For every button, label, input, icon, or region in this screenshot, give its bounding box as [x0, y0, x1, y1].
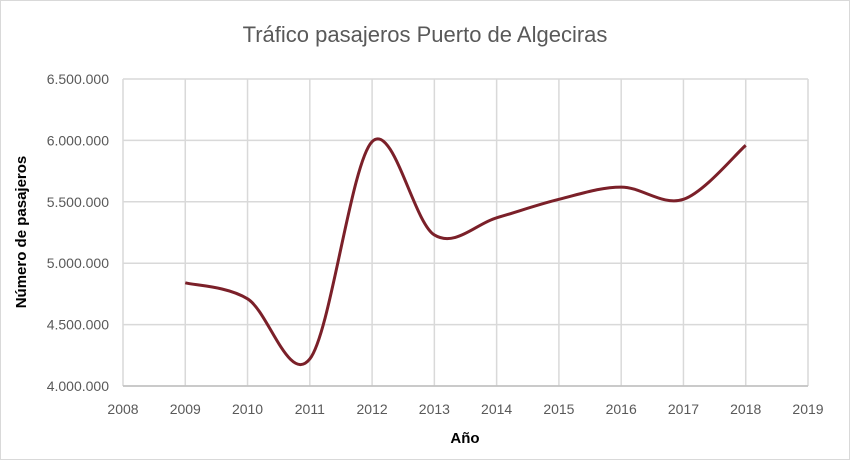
series-line — [184, 137, 747, 366]
x-tick-label: 2008 — [107, 401, 138, 417]
x-tick-label: 2015 — [543, 401, 574, 417]
x-axis-label: Año — [450, 430, 479, 447]
y-axis-label: Número de pasajeros — [13, 156, 30, 309]
x-tick-label: 2019 — [792, 401, 823, 417]
x-tick-label: 2014 — [481, 401, 512, 417]
y-tick-label: 5.000.000 — [47, 255, 109, 271]
x-tick-label: 2012 — [357, 401, 388, 417]
y-tick-label: 6.000.000 — [47, 132, 109, 148]
x-tick-label: 2010 — [232, 401, 263, 417]
x-tick-label: 2013 — [419, 401, 450, 417]
y-tick-label: 6.500.000 — [47, 71, 109, 87]
x-tick-label: 2018 — [730, 401, 761, 417]
y-tick-label: 5.500.000 — [47, 194, 109, 210]
x-tick-label: 2011 — [295, 401, 325, 417]
x-tick-label: 2017 — [668, 401, 699, 417]
y-tick-label: 4.000.000 — [47, 378, 109, 394]
y-tick-label: 4.500.000 — [47, 317, 109, 333]
chart-title: Tráfico pasajeros Puerto de Algeciras — [243, 22, 608, 47]
x-tick-label: 2009 — [170, 401, 201, 417]
x-tick-label: 2016 — [606, 401, 637, 417]
